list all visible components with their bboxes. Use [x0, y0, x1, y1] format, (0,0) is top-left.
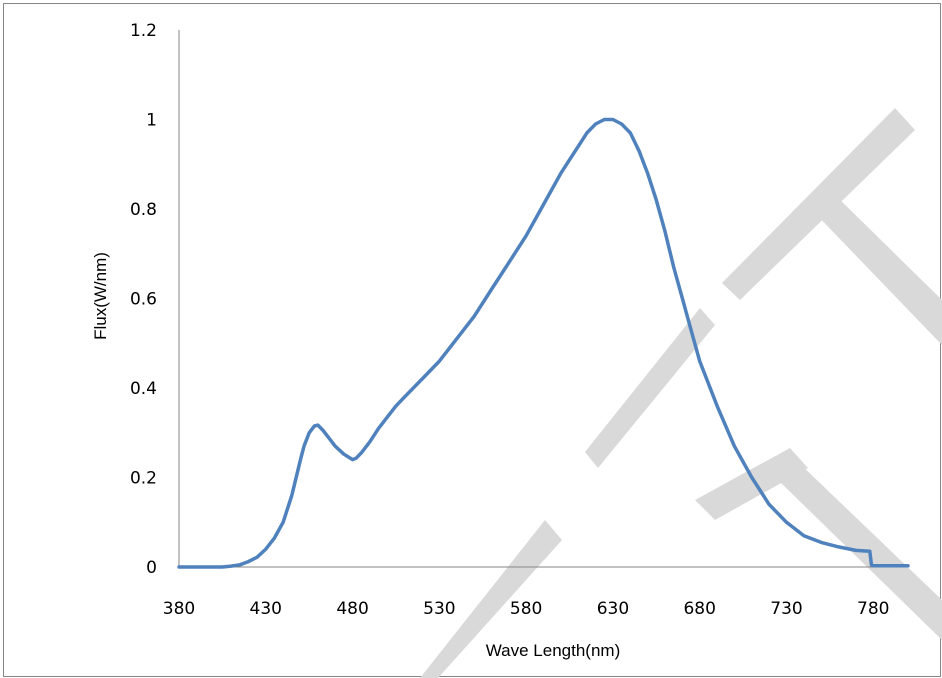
y-axis-title: Flux(W/nm): [91, 252, 110, 340]
x-tick-label: 580: [510, 599, 542, 619]
watermark: [420, 108, 942, 678]
x-tick-label: 680: [683, 599, 715, 619]
y-tick-label: 0: [146, 558, 157, 578]
y-tick-label: 0.6: [130, 290, 157, 310]
y-tick-label: 1: [146, 111, 157, 131]
watermark-stroke-4: [812, 190, 942, 345]
x-tick-label: 480: [336, 599, 368, 619]
y-tick-label: 1.2: [130, 21, 157, 41]
y-tick-label: 0.8: [130, 200, 157, 220]
watermark-stroke-2: [420, 520, 562, 678]
series-layer: [177, 117, 910, 569]
watermark-stroke-5: [695, 448, 808, 520]
x-tick-label: 730: [770, 599, 802, 619]
x-axis-title: Wave Length(nm): [486, 641, 620, 660]
x-tick-label: 380: [163, 599, 195, 619]
watermark-stroke-1: [585, 308, 715, 468]
chart-frame: [3, 3, 941, 677]
x-tick-label: 530: [423, 599, 455, 619]
flux-series-line: [177, 117, 910, 569]
x-tick-labels: 380 430 480 530 580 630 680 730 780: [163, 599, 890, 619]
x-tick-label: 780: [857, 599, 889, 619]
x-tick-label: 430: [250, 599, 282, 619]
y-tick-label: 0.2: [130, 469, 157, 489]
x-tick-label: 630: [597, 599, 629, 619]
y-tick-labels: 0 0.2 0.4 0.6 0.8 1 1.2: [130, 21, 157, 578]
y-tick-label: 0.4: [130, 379, 157, 399]
